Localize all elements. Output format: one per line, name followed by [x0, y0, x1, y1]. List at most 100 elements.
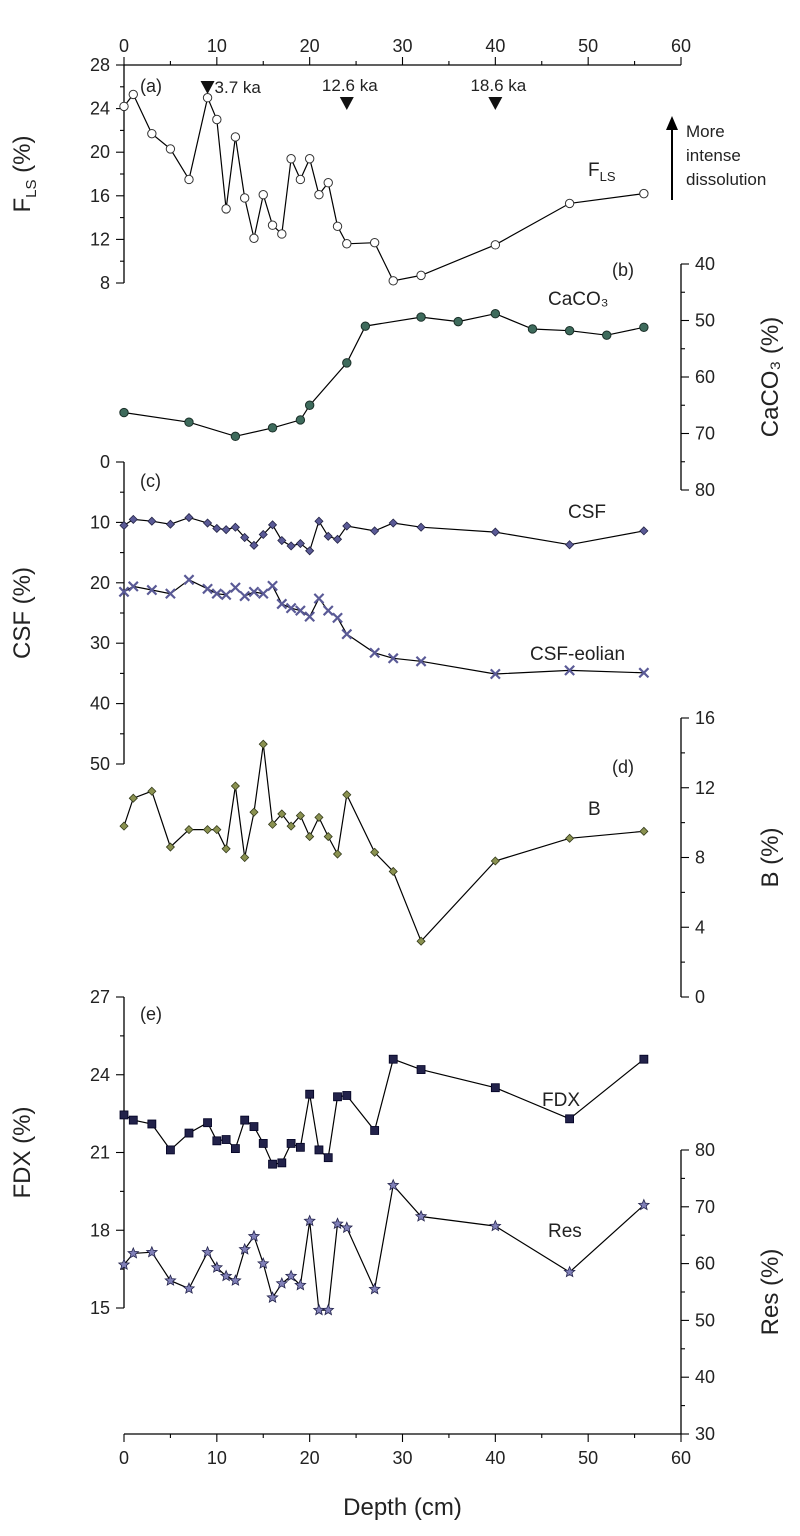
series-line-b: [123, 744, 644, 943]
data-point: [184, 1128, 194, 1138]
y-tick-label-e: 27: [90, 987, 110, 1007]
y-tick-label-b: 50: [695, 311, 715, 331]
data-point: [490, 309, 501, 319]
data-point: [119, 407, 129, 418]
data-point: [247, 1229, 261, 1242]
data-point: [240, 852, 250, 863]
y-tick-label-d: 4: [695, 917, 705, 937]
y-tick-label-d: 12: [695, 778, 715, 798]
y-tick-label-e2: 40: [695, 1367, 715, 1387]
x-tick-label-top-10: 10: [207, 36, 227, 56]
data-point: [342, 358, 352, 368]
data-point: [387, 652, 399, 664]
data-point: [388, 518, 398, 528]
panel-label-d: (d): [612, 757, 634, 777]
data-point: [286, 821, 296, 831]
data-point: [332, 534, 343, 544]
x-tick-label-top-20: 20: [300, 36, 320, 56]
data-point: [219, 1269, 233, 1282]
data-point: [639, 188, 649, 199]
data-point: [314, 812, 324, 822]
y-tick-label-e: 21: [90, 1143, 110, 1163]
data-point: [230, 431, 241, 442]
y-tick-label-a: 24: [90, 99, 110, 119]
annotation-line: More: [686, 122, 725, 141]
data-point: [637, 1198, 651, 1211]
data-point: [333, 1092, 342, 1102]
series-line-csf: [123, 516, 645, 552]
series-label-b: B: [588, 799, 601, 820]
data-point: [416, 522, 426, 532]
data-point: [127, 1246, 140, 1259]
data-point: [211, 588, 223, 600]
data-point: [304, 154, 315, 164]
data-point: [184, 513, 194, 523]
data-point: [565, 833, 575, 843]
series-line-res: [123, 1183, 645, 1311]
data-point: [267, 220, 278, 230]
y-tick-label-e2: 50: [695, 1310, 715, 1330]
data-point: [602, 330, 612, 340]
y-tick-label-e2: 80: [695, 1140, 715, 1160]
series-label-f: FLS: [588, 160, 616, 184]
dissolution-arrow-head: [666, 116, 678, 130]
data-point: [276, 598, 288, 610]
y-tick-label-a: 16: [90, 186, 110, 206]
y-tick-label-e: 18: [90, 1220, 110, 1240]
data-point: [258, 739, 268, 749]
data-point: [184, 174, 194, 185]
series-label-caco-: CaCO₃: [548, 289, 609, 310]
data-point: [230, 132, 241, 142]
data-point: [221, 844, 231, 854]
y-tick-label-a: 12: [90, 229, 110, 249]
data-point: [221, 1135, 231, 1144]
data-point: [314, 1145, 324, 1155]
y-tick-label-b: 70: [695, 424, 715, 444]
data-point: [201, 1245, 214, 1258]
age-marker-triangle: [488, 97, 503, 110]
data-point: [147, 786, 157, 796]
data-point: [277, 809, 287, 819]
data-point: [563, 1265, 576, 1278]
data-point: [341, 628, 353, 640]
data-point: [295, 415, 306, 425]
data-point: [202, 825, 213, 835]
annotation-line: intense: [686, 146, 741, 165]
data-point: [342, 239, 352, 249]
data-point: [183, 574, 195, 586]
data-point: [277, 535, 287, 546]
data-point: [639, 322, 649, 332]
x-tick-label-top-50: 50: [578, 36, 598, 56]
data-point: [331, 1217, 344, 1230]
age-marker-label: 18.6 ka: [470, 76, 526, 95]
data-point: [342, 521, 352, 531]
data-point: [322, 1303, 335, 1316]
data-point: [565, 1114, 574, 1124]
data-point: [286, 541, 296, 551]
data-point: [565, 540, 575, 550]
data-point: [212, 1136, 222, 1146]
data-point: [268, 1159, 277, 1169]
data-point: [165, 519, 175, 529]
data-point: [387, 1178, 400, 1191]
data-point: [638, 667, 650, 679]
x-tick-label-bottom-0: 0: [119, 1448, 129, 1468]
data-point: [239, 193, 250, 203]
y-tick-label-c: 20: [90, 573, 110, 593]
data-point: [184, 417, 194, 427]
y-tick-label-d: 16: [695, 708, 715, 728]
x-axis-title: Depth (cm): [343, 1494, 462, 1521]
data-point: [295, 811, 305, 821]
x-tick-label-top-60: 60: [671, 36, 691, 56]
data-point: [203, 1118, 212, 1128]
data-point: [119, 101, 129, 112]
age-marker-label: 12.6 ka: [322, 76, 378, 95]
data-point: [258, 190, 268, 200]
data-point: [304, 400, 315, 410]
data-point: [312, 1303, 326, 1316]
data-point: [267, 520, 278, 530]
age-marker-triangle: [339, 97, 354, 110]
data-point: [370, 1126, 380, 1135]
data-point: [165, 842, 175, 852]
y-tick-label-b: 60: [695, 367, 715, 387]
